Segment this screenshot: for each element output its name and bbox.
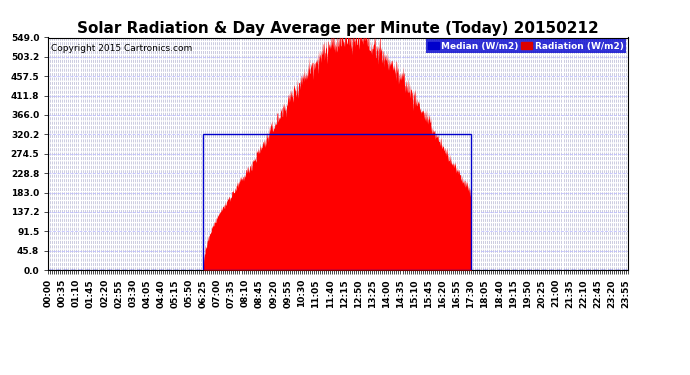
Text: Copyright 2015 Cartronics.com: Copyright 2015 Cartronics.com — [51, 45, 193, 54]
Bar — [204, 134, 471, 270]
Legend: Median (W/m2), Radiation (W/m2): Median (W/m2), Radiation (W/m2) — [426, 39, 626, 53]
Title: Solar Radiation & Day Average per Minute (Today) 20150212: Solar Radiation & Day Average per Minute… — [77, 21, 599, 36]
